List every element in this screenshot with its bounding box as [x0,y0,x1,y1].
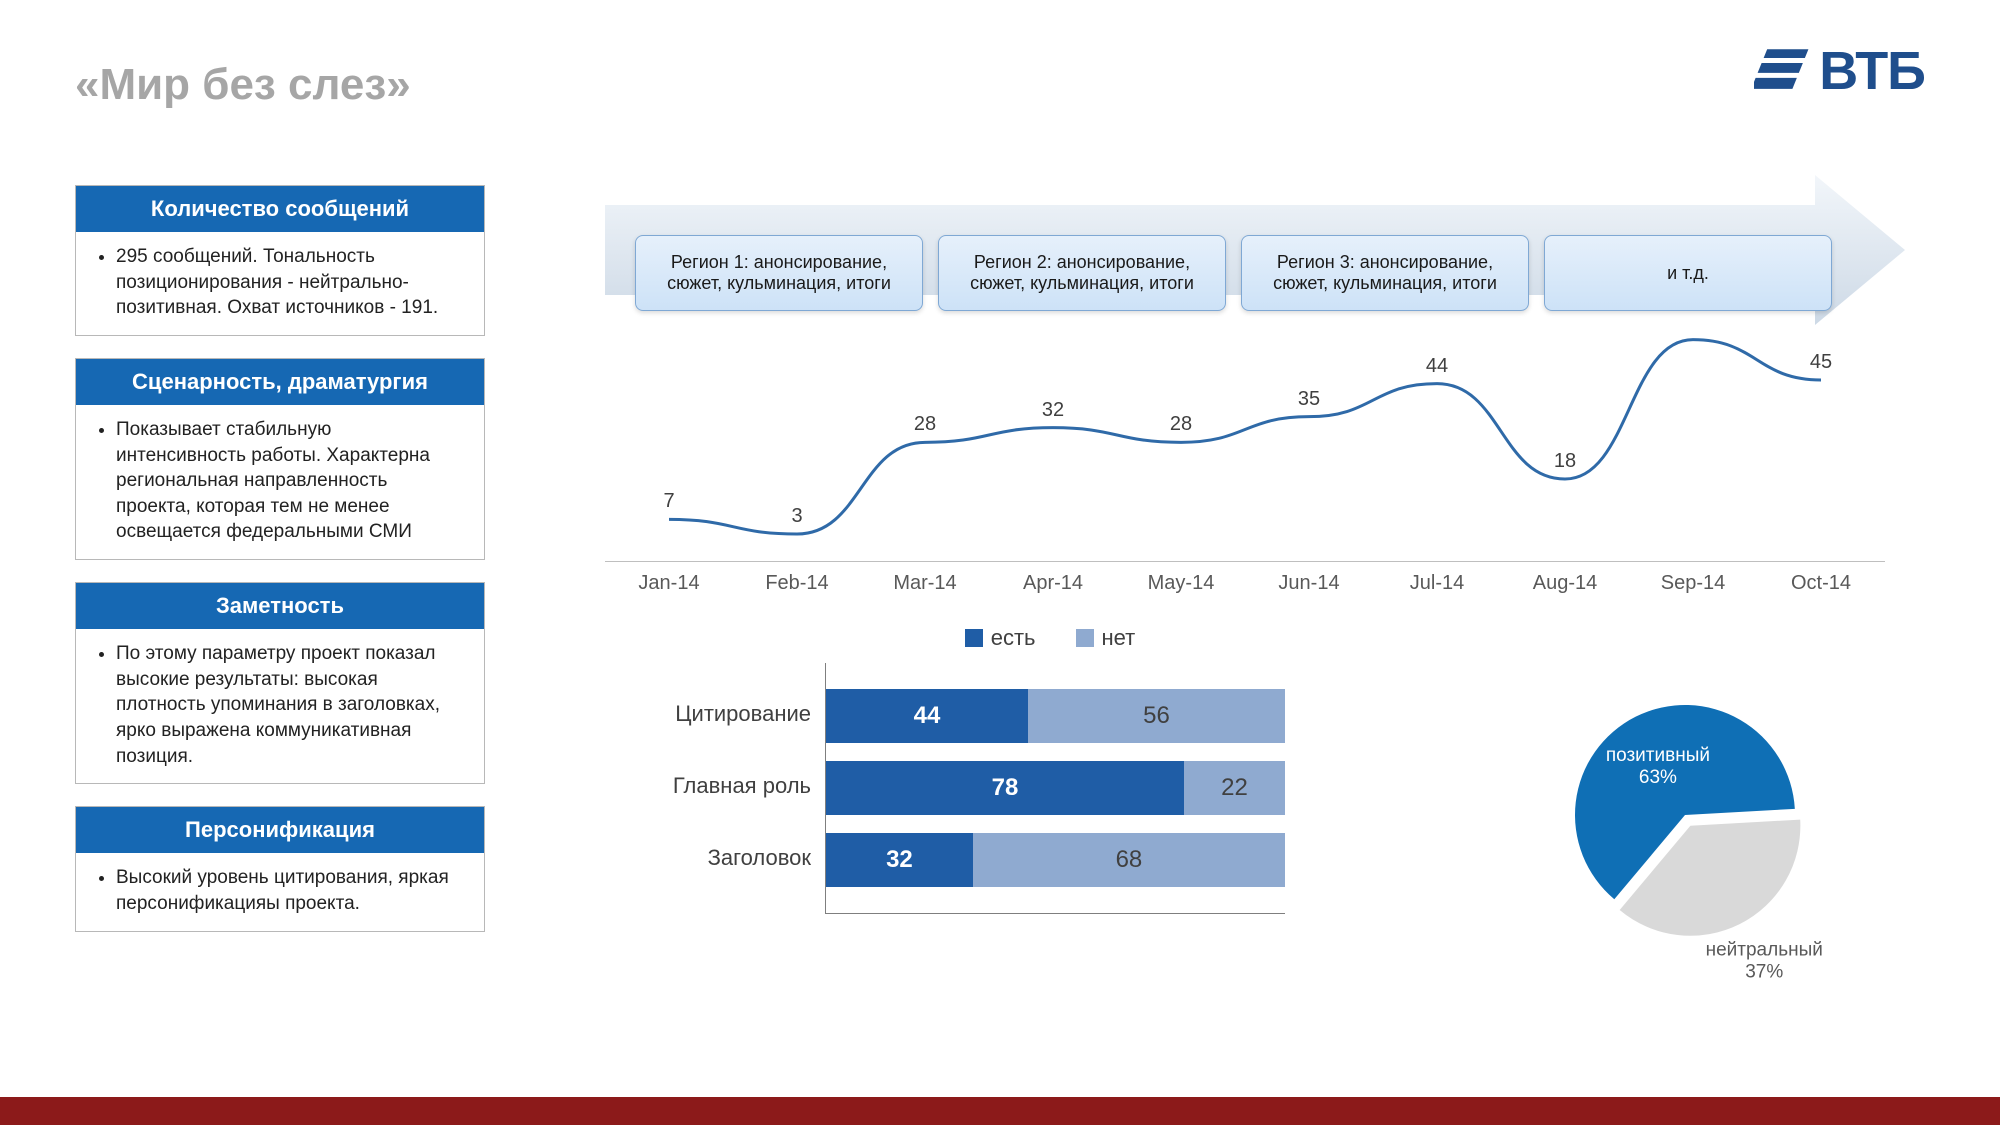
card-0: Количество сообщений 295 сообщений. Тона… [75,185,485,336]
bar-seg-b: 22 [1184,761,1285,815]
bar-plot-area: Цитирование4456 Главная роль7822 Заголовок… [825,663,1285,914]
card-3: Персонификация Высокий уровень цитирован… [75,806,485,931]
card-body: Высокий уровень цитирования, яркая персо… [76,853,484,930]
sidebar: Количество сообщений 295 сообщений. Тона… [75,185,485,954]
card-body: По этому параметру проект показал высоки… [76,629,484,783]
card-body-text: 295 сообщений. Тональность позиционирова… [116,244,466,321]
bar-seg-a: 32 [826,833,973,887]
legend-label-b: нет [1102,625,1136,650]
x-tick-label: Sep-14 [1629,572,1757,595]
footer-bar [0,1091,2000,1125]
card-body-text: Показывает стабильную интенсивность рабо… [116,417,466,545]
bar-seg-a: 78 [826,761,1184,815]
bar-row-label: Цитирование [611,701,811,727]
logo: ВТБ [1754,40,1925,102]
x-tick-label: Jul-14 [1373,572,1501,595]
card-header: Количество сообщений [76,186,484,232]
line-point-label: 44 [1426,355,1448,378]
page-title: «Мир без слез» [75,60,411,110]
bar-row: Заголовок3268 [826,833,1285,887]
x-tick-label: Feb-14 [733,572,861,595]
card-header: Персонификация [76,807,484,853]
region-chip-0: Регион 1: анонсирование, сюжет, кульмина… [635,235,923,311]
x-tick-label: Jun-14 [1245,572,1373,595]
bar-seg-a: 44 [826,689,1028,743]
x-tick-label: Jan-14 [605,572,733,595]
card-body-text: По этому параметру проект показал высоки… [116,641,466,769]
legend-label-a: есть [991,625,1036,650]
line-point-label: 28 [914,413,936,436]
line-point-label: 45 [1810,351,1832,374]
x-tick-label: Aug-14 [1501,572,1629,595]
pie-chart: позитивный63%нейтральный37% [1515,665,1895,945]
logo-mark-icon [1754,41,1809,101]
bar-row: Цитирование4456 [826,689,1285,743]
line-point-label: 35 [1298,388,1320,411]
legend-swatch-a [965,629,983,647]
region-chip-3: и т.д. [1544,235,1832,311]
region-chip-1: Регион 2: анонсирование, сюжет, кульмина… [938,235,1226,311]
line-chart: Jan-14Feb-14Mar-14Apr-14May-14Jun-14Jul-… [605,315,1885,595]
x-tick-label: May-14 [1117,572,1245,595]
card-1: Сценарность, драматургия Показывает стаб… [75,358,485,560]
line-point-label: 18 [1554,450,1576,473]
card-body: Показывает стабильную интенсивность рабо… [76,405,484,559]
logo-text: ВТБ [1819,40,1925,102]
legend-swatch-b [1076,629,1094,647]
card-body-text: Высокий уровень цитирования, яркая персо… [116,865,466,916]
bar-chart: есть нет Цитирование4456 Главная роль7822… [615,625,1485,914]
bar-row-label: Заголовок [611,845,811,871]
line-point-label: 3 [791,505,802,528]
card-body: 295 сообщений. Тональность позиционирова… [76,232,484,335]
x-tick-label: Apr-14 [989,572,1117,595]
line-point-label: 28 [1170,413,1192,436]
pie-chart-svg: позитивный63%нейтральный37% [1515,665,1895,945]
bar-legend: есть нет [615,625,1485,651]
bar-row: Главная роль7822 [826,761,1285,815]
x-tick-label: Mar-14 [861,572,989,595]
region-chips: Регион 1: анонсирование, сюжет, кульмина… [635,235,1832,311]
legend-item-a: есть [965,625,1036,651]
region-chip-2: Регион 3: анонсирование, сюжет, кульмина… [1241,235,1529,311]
bar-seg-b: 68 [973,833,1285,887]
line-chart-svg [605,315,1885,595]
card-header: Заметность [76,583,484,629]
card-2: Заметность По этому параметру проект пок… [75,582,485,784]
card-header: Сценарность, драматургия [76,359,484,405]
line-point-label: 7 [663,490,674,513]
bar-seg-b: 56 [1028,689,1285,743]
bar-row-label: Главная роль [611,773,811,799]
line-point-label: 32 [1042,399,1064,422]
legend-item-b: нет [1076,625,1136,651]
line-chart-xaxis: Jan-14Feb-14Mar-14Apr-14May-14Jun-14Jul-… [605,561,1885,595]
x-tick-label: Oct-14 [1757,572,1885,595]
svg-text:нейтральный37%: нейтральный37% [1706,939,1823,982]
